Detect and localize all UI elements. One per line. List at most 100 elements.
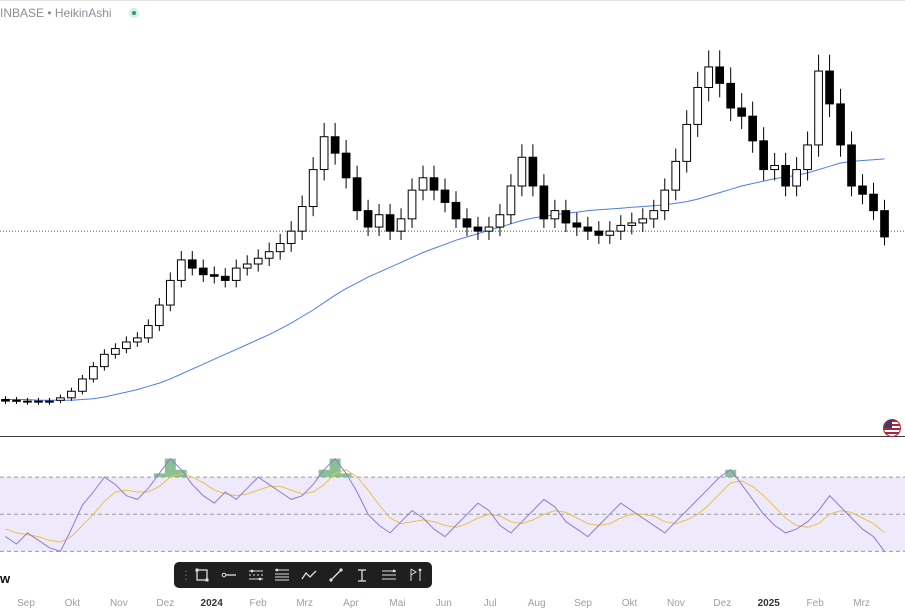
candle (869, 182, 878, 221)
candle (484, 216, 494, 240)
candle (264, 242, 274, 267)
candle-body (836, 103, 845, 146)
candle (418, 165, 428, 201)
candle-body (682, 123, 692, 162)
x-tick-label: Nov (667, 598, 685, 609)
candle (56, 394, 65, 404)
fib-retracement-icon[interactable] (272, 565, 293, 585)
oscillator-label: w (0, 571, 11, 586)
x-tick-label: Jul (484, 598, 497, 609)
candle-body (89, 366, 98, 380)
trend-line-icon[interactable] (325, 565, 346, 585)
candle-body (45, 400, 54, 403)
x-tick-label: Sep (574, 598, 592, 609)
candle-body (616, 224, 626, 232)
candle (308, 157, 318, 217)
candle (330, 122, 340, 165)
symbol-legend-text: INBASE • HeikinAshi (0, 6, 112, 20)
x-tick-label: Jun (436, 598, 452, 609)
candle (693, 71, 703, 137)
candle-body (242, 263, 252, 269)
candle (682, 110, 692, 173)
candle (715, 50, 725, 98)
candle-body (880, 210, 889, 238)
candle (12, 397, 21, 404)
candle-body (517, 156, 527, 187)
candle (814, 54, 823, 157)
candle (726, 67, 736, 122)
candle (111, 343, 120, 359)
candle (253, 249, 263, 272)
path-icon[interactable] (299, 565, 320, 585)
candle (781, 152, 790, 197)
candle (385, 204, 395, 240)
x-tick-label: Apr (343, 598, 359, 609)
candle-body (583, 226, 593, 232)
x-tick-label: Sep (17, 598, 35, 609)
horizontal-ray-icon[interactable] (219, 565, 240, 585)
horizontal-lines-icon[interactable] (379, 565, 400, 585)
candle-body (770, 164, 779, 171)
candle (616, 215, 626, 240)
symbol-legend: INBASE • HeikinAshi (0, 6, 139, 20)
candle-body (374, 214, 384, 228)
candle-body (506, 185, 516, 216)
candle (660, 178, 670, 221)
candle (880, 199, 889, 246)
candle (176, 251, 186, 288)
candle-body (781, 164, 790, 187)
candle (550, 199, 560, 229)
candle (627, 212, 637, 235)
x-tick-label: Mrz (296, 598, 313, 609)
candle-body (495, 214, 505, 228)
candle-body (341, 152, 351, 179)
oscillator-line (5, 457, 885, 553)
drag-handle[interactable]: ⋮ (180, 568, 192, 582)
candle (319, 122, 329, 181)
candle (23, 397, 32, 405)
x-tick-label: 2024 (201, 598, 224, 609)
candle (1, 396, 10, 404)
candle (363, 199, 373, 236)
candle (649, 199, 659, 229)
candle-body (814, 70, 823, 146)
candle-body (825, 70, 834, 105)
candle-body (154, 304, 164, 327)
candle-body (847, 144, 856, 187)
candle-body (352, 177, 362, 212)
x-tick-label: Mrz (853, 598, 870, 609)
candle (561, 199, 571, 232)
x-tick-label: Feb (249, 598, 267, 609)
candle-body (759, 140, 768, 171)
candle-body (704, 66, 714, 88)
candle-body (275, 242, 285, 253)
candle (517, 144, 527, 197)
x-tick-label: Feb (807, 598, 825, 609)
candle (89, 362, 98, 383)
candle-body (737, 107, 747, 117)
candle-body (220, 275, 230, 281)
candle (286, 221, 296, 252)
candle-body (440, 189, 450, 203)
candle-body (308, 169, 318, 208)
candle-body (539, 185, 549, 220)
rectangle-tool-icon[interactable] (192, 565, 213, 585)
candle (297, 195, 307, 240)
us-flag-icon[interactable] (883, 419, 901, 437)
candle-body (297, 206, 307, 232)
parallel-channel-icon[interactable] (245, 565, 266, 585)
candle-body (385, 214, 395, 232)
candle-body (594, 230, 604, 236)
candle-body (561, 210, 571, 224)
candle-body (100, 353, 109, 368)
text-tool-icon[interactable] (352, 565, 373, 585)
candle (78, 374, 87, 395)
candle-body (56, 397, 65, 401)
candle-body (23, 400, 32, 403)
long-position-icon[interactable] (405, 565, 426, 585)
candle-body (484, 226, 494, 232)
candle-body (627, 222, 637, 226)
candle-body (726, 82, 736, 109)
candle-body (572, 222, 582, 228)
